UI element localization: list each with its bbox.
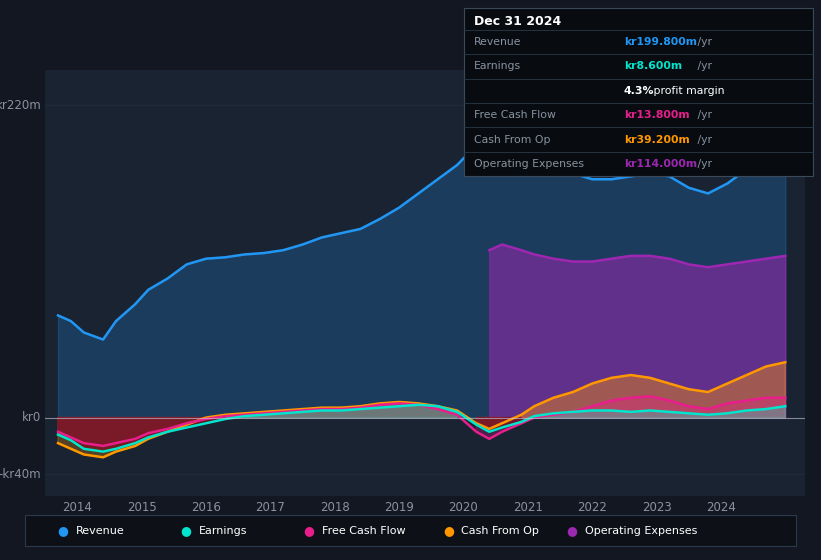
Text: kr8.600m: kr8.600m [624,62,682,71]
Text: ●: ● [57,524,68,538]
Text: profit margin: profit margin [650,86,725,96]
Text: kr0: kr0 [22,411,41,424]
Text: Cash From Op: Cash From Op [474,135,550,144]
Text: kr199.800m: kr199.800m [624,37,697,47]
Text: kr39.200m: kr39.200m [624,135,690,144]
Text: 4.3%: 4.3% [624,86,654,96]
Text: /yr: /yr [694,62,712,71]
Text: /yr: /yr [694,135,712,144]
Text: ●: ● [443,524,454,538]
Text: Free Cash Flow: Free Cash Flow [474,110,556,120]
Text: kr220m: kr220m [0,99,41,112]
Text: /yr: /yr [694,37,712,47]
Text: ●: ● [304,524,314,538]
Text: Revenue: Revenue [474,37,521,47]
Text: Earnings: Earnings [474,62,521,71]
Text: Dec 31 2024: Dec 31 2024 [474,15,561,28]
Text: Revenue: Revenue [76,526,124,536]
Text: /yr: /yr [694,159,712,169]
Text: kr114.000m: kr114.000m [624,159,697,169]
Text: ●: ● [181,524,191,538]
Text: /yr: /yr [694,110,712,120]
Text: kr13.800m: kr13.800m [624,110,690,120]
Text: Operating Expenses: Operating Expenses [585,526,697,536]
Text: -kr40m: -kr40m [0,468,41,481]
Text: Earnings: Earnings [199,526,247,536]
Text: ●: ● [566,524,577,538]
Text: Free Cash Flow: Free Cash Flow [322,526,406,536]
Text: Operating Expenses: Operating Expenses [474,159,584,169]
Text: Cash From Op: Cash From Op [461,526,539,536]
